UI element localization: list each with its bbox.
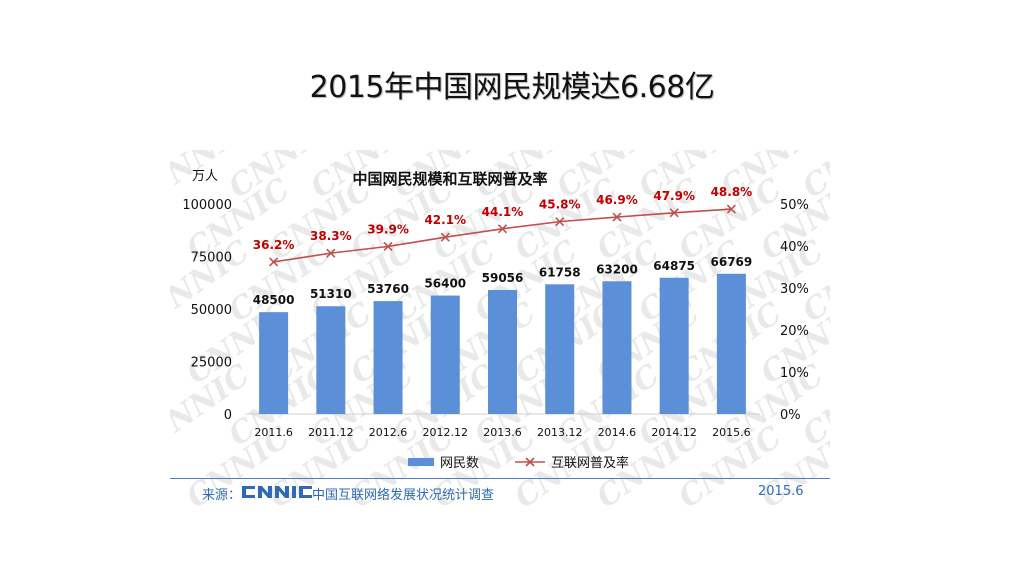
y-axis-right: 50% 40% 30% 20% 10% 0% [780, 198, 809, 423]
y-right-tick-label: 40% [780, 240, 809, 255]
legend-bar-label: 网民数 [440, 456, 479, 471]
line-marker [269, 257, 279, 267]
source-label: 来源： [202, 488, 242, 503]
y-left-tick-label: 100000 [182, 198, 232, 213]
bar [545, 284, 575, 414]
penetration-value-label: 47.9% [653, 189, 695, 203]
bar [488, 289, 517, 414]
bar-value-label: 61758 [539, 265, 581, 279]
y-right-tick-label: 10% [780, 366, 809, 381]
penetration-value-label: 42.1% [424, 213, 466, 227]
penetration-value-label: 44.1% [482, 205, 524, 219]
penetration-markers [269, 204, 736, 267]
legend-line-label: 互联网普及率 [551, 455, 629, 471]
x-tick-label: 2012.6 [369, 426, 408, 439]
y-left-tick-label: 25000 [191, 356, 232, 371]
bar [316, 306, 346, 414]
bar [259, 312, 289, 414]
y-left-tick-label: 0 [224, 408, 232, 423]
bar-value-label: 51310 [310, 287, 352, 301]
x-tick-label: 2013.12 [537, 426, 583, 439]
y-left-tick-label: 75000 [191, 251, 232, 266]
line-marker [669, 208, 679, 218]
line-marker [383, 241, 393, 251]
bar [373, 301, 403, 414]
y-left-tick-label: 50000 [191, 303, 232, 318]
line-marker [612, 212, 622, 222]
slide-title: 2015年中国网民规模达6.68亿 [309, 70, 715, 105]
bar [716, 273, 746, 414]
chart-title: 中国网民规模和互联网普及率 [352, 170, 547, 188]
y-right-tick-label: 30% [780, 282, 809, 297]
y-right-tick-label: 20% [780, 324, 809, 339]
y-axis-left: 100000 75000 50000 25000 0 [182, 198, 232, 423]
x-tick-label: 2015.6 [712, 426, 751, 439]
y-axis-unit-label: 万人 [192, 169, 218, 184]
y-right-tick-label: 50% [780, 198, 809, 213]
bar-value-label: 56400 [424, 277, 466, 291]
line-marker [326, 248, 336, 258]
bar [602, 281, 632, 414]
penetration-value-label: 39.9% [367, 222, 409, 236]
penetration-value-labels: 36.2% 38.3% 39.9% 42.1% 44.1% 45.8% 46.9% 47.9%… [253, 185, 752, 252]
line-marker [555, 217, 565, 227]
legend-bar-swatch [408, 458, 434, 466]
bar-series [259, 273, 746, 414]
line-marker [726, 204, 736, 214]
bar-value-label: 53760 [367, 282, 409, 296]
x-tick-label: 2011.12 [308, 426, 354, 439]
source-date: 2015.6 [758, 484, 804, 499]
penetration-value-label: 48.8% [711, 185, 753, 199]
line-marker [497, 224, 508, 234]
bar-value-label: 66769 [711, 255, 753, 269]
penetration-value-label: 38.3% [310, 229, 352, 243]
bar [430, 295, 460, 414]
penetration-value-label: 45.8% [539, 198, 581, 212]
bar-value-label: 59056 [482, 271, 524, 285]
y-right-tick-label: 0% [780, 408, 801, 423]
cnnic-logo [242, 486, 312, 498]
source-text: 中国互联网络发展状况统计调查 [312, 488, 495, 503]
bar-value-label: 63200 [596, 262, 638, 276]
penetration-value-label: 36.2% [253, 238, 295, 252]
bar-value-label: 48500 [253, 293, 295, 307]
source-footer: 来源： 中国互联网络发展状况统计调查 2015.6 [170, 478, 830, 508]
bar [659, 277, 689, 414]
legend: 网民数 互联网普及率 [408, 455, 629, 471]
x-tick-label: 2014.12 [651, 426, 697, 439]
line-marker [440, 232, 450, 242]
x-tick-label: 2014.6 [598, 426, 637, 439]
chart-svg: 中国网民规模和互联网普及率 万人 1000007500050000250000 … [182, 169, 809, 471]
chart-panel: CNNIC CNNIC CNNIC CNNIC CNNIC CNNIC CNNIC CNNIC… [170, 150, 830, 512]
x-tick-label: 2012.12 [423, 426, 469, 439]
x-axis-ticks: 2011.6 2011.12 2012.6 2012.12 2013.6 2013.12 2… [254, 426, 750, 439]
bar-value-label: 64875 [653, 259, 695, 273]
x-tick-label: 2011.6 [254, 426, 293, 439]
x-tick-label: 2013.6 [483, 426, 522, 439]
footer-divider [170, 478, 830, 479]
bar-value-labels: 48500 51310 53760 56400 59056 61758 63200 64875… [253, 255, 753, 307]
legend-line-marker [525, 457, 535, 467]
penetration-value-label: 46.9% [596, 193, 638, 207]
